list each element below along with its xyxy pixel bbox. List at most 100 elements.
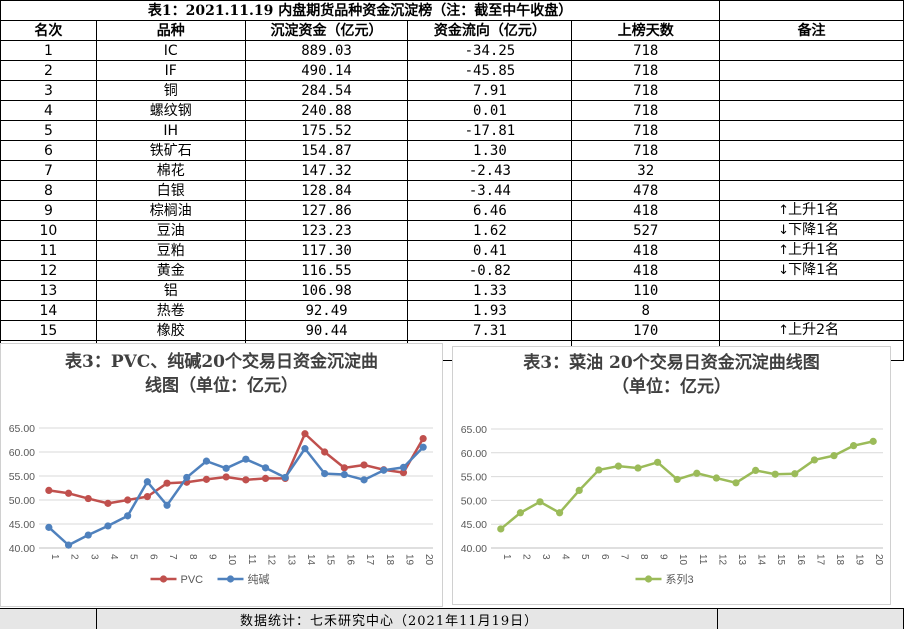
data-point xyxy=(261,474,270,482)
x-tick-label: 11 xyxy=(246,554,257,565)
data-point xyxy=(575,486,583,495)
data-point xyxy=(399,469,408,477)
table-row: 13 铝 106.98 1.33 110 xyxy=(0,280,904,301)
rank-change-arrow-icon: ↑ xyxy=(778,243,790,258)
x-tick-label: 8 xyxy=(187,554,198,560)
series-line-1 xyxy=(48,432,425,505)
rank-change-arrow-icon: ↓ xyxy=(778,263,790,278)
note-cell xyxy=(719,180,904,201)
data-point xyxy=(536,498,544,506)
capital-cell: 123.23 xyxy=(244,220,409,241)
data-point xyxy=(634,464,642,472)
data-point xyxy=(45,486,53,494)
legend-label: 纯碱 xyxy=(248,573,270,586)
header-capital: 沉淀资金（亿元） xyxy=(244,20,409,41)
legend-label: PVC xyxy=(181,574,204,586)
capital-cell: 490.14 xyxy=(244,60,409,81)
x-tick-label: 1 xyxy=(501,554,512,560)
data-point xyxy=(340,464,348,472)
data-point xyxy=(163,501,171,509)
name-cell: IF xyxy=(95,60,246,81)
data-point xyxy=(261,464,270,472)
x-tick-label: 14 xyxy=(756,554,767,566)
x-tick-label: 7 xyxy=(167,554,178,560)
rank-change-label: 下降1名 xyxy=(788,262,840,278)
table-row: 4 螺纹钢 240.88 0.01 718 xyxy=(0,100,904,121)
capital-cell: 240.88 xyxy=(244,100,409,121)
flow-cell: -34.25 xyxy=(407,40,573,61)
x-tick-label: 5 xyxy=(128,554,139,560)
x-tick-label: 3 xyxy=(88,554,99,560)
data-point xyxy=(321,448,329,456)
rank-cell: 10 xyxy=(0,220,97,241)
data-point xyxy=(242,476,250,484)
note-cell xyxy=(719,100,904,121)
data-point xyxy=(183,473,191,482)
rank-change-label: 下降1名 xyxy=(788,222,840,238)
data-point xyxy=(301,430,309,438)
capital-cell: 90.44 xyxy=(244,320,409,341)
flow-cell: 1.30 xyxy=(407,140,573,161)
x-tick-label: 17 xyxy=(814,554,825,566)
flow-cell: -0.82 xyxy=(407,260,573,281)
y-tick-label: 55.00 xyxy=(9,471,35,483)
note-cell xyxy=(719,60,904,81)
flow-cell: -2.43 xyxy=(407,160,573,181)
note-cell: ↑上升1名 xyxy=(719,240,904,261)
rank-cell: 5 xyxy=(0,120,97,141)
x-tick-label: 10 xyxy=(677,554,688,566)
name-cell: 橡胶 xyxy=(95,320,246,341)
y-tick-label: 40.00 xyxy=(461,543,487,555)
flow-cell: 0.01 xyxy=(407,100,573,121)
days-cell: 718 xyxy=(571,60,721,81)
data-point xyxy=(595,466,603,474)
legend-label: 系列3 xyxy=(666,572,694,586)
days-cell: 527 xyxy=(571,220,721,241)
rank-cell: 7 xyxy=(0,160,97,181)
header-name: 品种 xyxy=(95,20,246,41)
x-tick-label: 20 xyxy=(423,554,434,566)
rank-cell: 14 xyxy=(0,300,97,321)
footer-source: 数据统计：七禾研究中心（2021年11月19日） xyxy=(240,614,539,629)
flow-cell: 6.46 xyxy=(407,200,573,221)
data-point xyxy=(340,470,348,479)
table-title: 表1：2021.11.19 内盘期货品种资金沉淀榜（注：截至中午收盘） xyxy=(0,0,721,21)
data-point xyxy=(104,499,112,507)
data-point xyxy=(321,470,329,478)
x-tick-label: 19 xyxy=(403,554,414,566)
capital-cell: 175.52 xyxy=(244,120,409,141)
data-point xyxy=(712,474,720,482)
days-cell: 718 xyxy=(571,140,721,161)
flow-cell: -45.85 xyxy=(407,60,573,81)
legend-swatch-marker xyxy=(159,575,168,583)
x-tick-label: 5 xyxy=(579,554,590,560)
data-point xyxy=(810,456,818,464)
days-cell: 8 xyxy=(571,300,721,321)
x-tick-label: 13 xyxy=(736,554,747,566)
data-point xyxy=(360,461,368,469)
x-tick-label: 16 xyxy=(344,554,355,566)
data-point xyxy=(202,475,211,483)
legend-swatch-marker xyxy=(226,575,235,583)
name-cell: 螺纹钢 xyxy=(95,100,246,121)
table-row: 5 IH 175.52 -17.81 718 xyxy=(0,120,904,141)
y-tick-label: 50.00 xyxy=(9,495,35,507)
header-rank: 名次 xyxy=(0,20,97,41)
flow-cell: -3.44 xyxy=(407,180,573,201)
y-tick-label: 45.00 xyxy=(461,519,487,531)
x-tick-label: 15 xyxy=(325,554,336,566)
days-cell: 110 xyxy=(571,280,721,301)
x-tick-label: 8 xyxy=(638,554,649,560)
note-cell xyxy=(719,300,904,321)
y-tick-label: 40.00 xyxy=(9,543,35,555)
chart-title-line-2: 线图（单位：亿元） xyxy=(145,376,298,396)
name-cell: 棕榈油 xyxy=(95,200,246,221)
x-tick-label: 10 xyxy=(226,554,237,566)
chart-title-line-1: 表3：PVC、纯碱20个交易日资金沉淀曲 xyxy=(65,352,378,372)
rank-change-arrow-icon: ↓ xyxy=(778,223,790,238)
data-point xyxy=(104,522,112,530)
name-cell: 棉花 xyxy=(95,160,246,181)
table-row: 2 IF 490.14 -45.85 718 xyxy=(0,60,904,81)
